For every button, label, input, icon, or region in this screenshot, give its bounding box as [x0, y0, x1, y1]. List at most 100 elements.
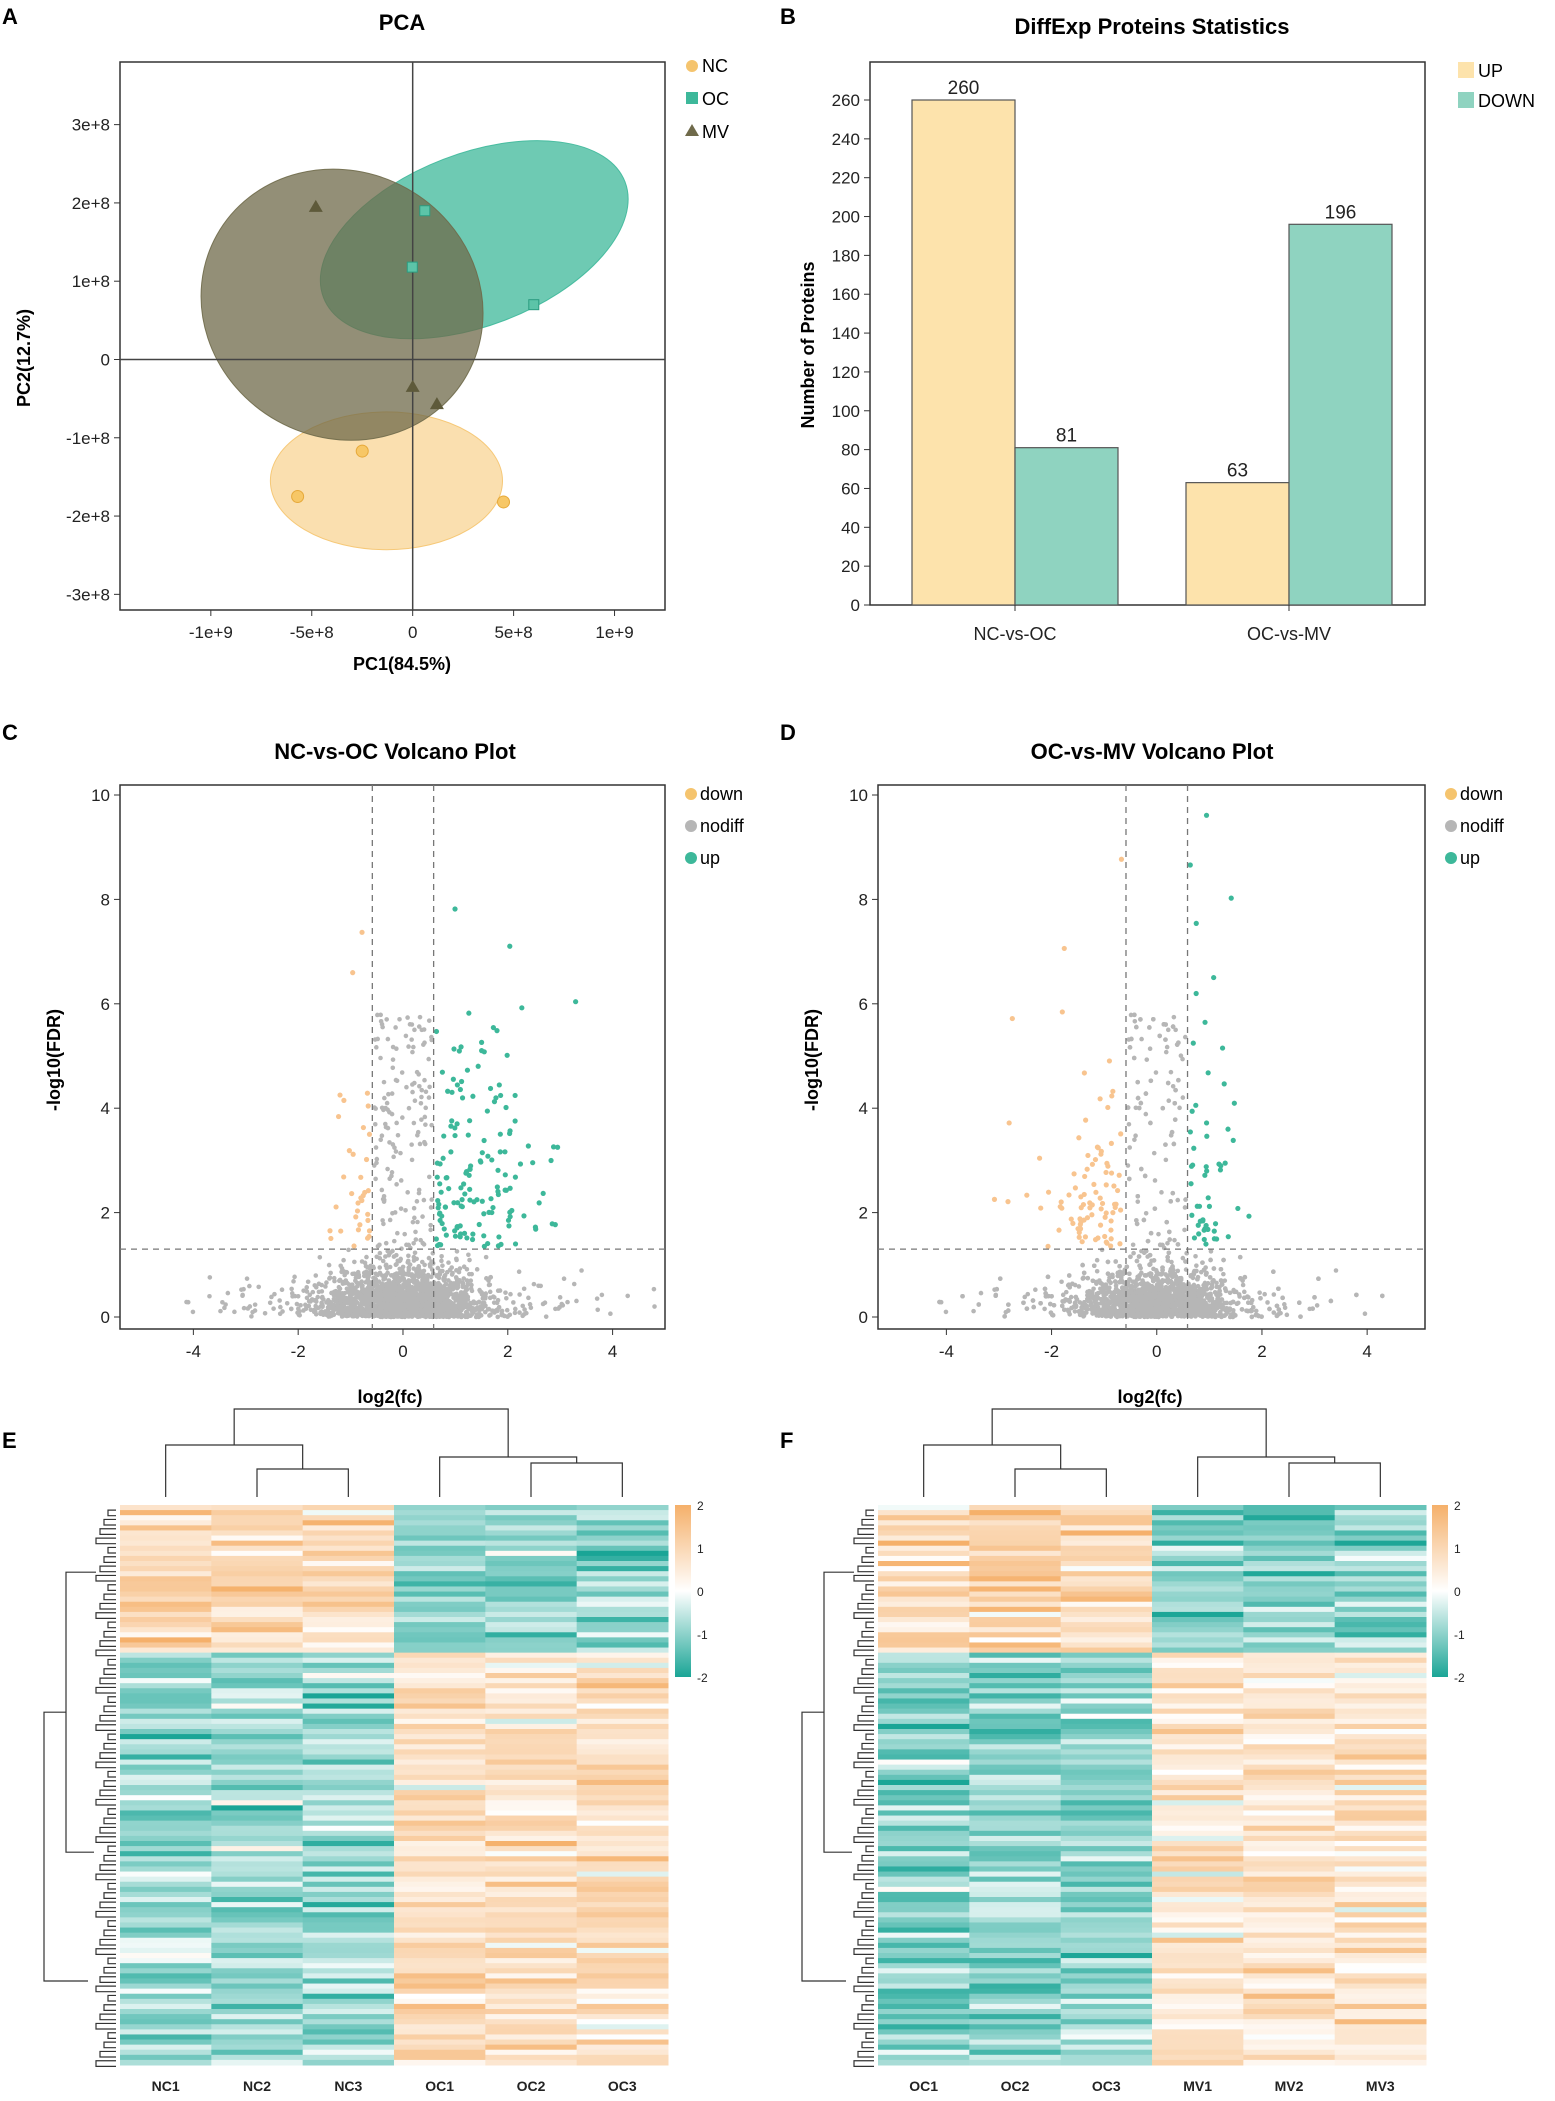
- nodiff-point: [1093, 1307, 1099, 1313]
- nodiff-point: [410, 1298, 416, 1304]
- nodiff-point: [458, 1290, 464, 1295]
- nodiff-point: [1133, 1105, 1139, 1111]
- nodiff-point: [1194, 1263, 1199, 1268]
- nodiff-point: [1081, 1313, 1087, 1318]
- nodiff-point: [410, 1278, 416, 1284]
- nodiff-point: [1165, 1080, 1171, 1086]
- nodiff-point: [354, 1300, 360, 1305]
- nodiff-point: [1136, 1254, 1142, 1259]
- nodiff-point: [395, 1230, 400, 1236]
- pca-point-nc: [497, 495, 511, 509]
- volcano1-xtick-label: 2: [503, 1342, 512, 1361]
- up-point: [491, 1098, 498, 1105]
- nodiff-point: [1166, 1250, 1172, 1256]
- nodiff-point: [410, 1089, 415, 1095]
- nodiff-point: [421, 1268, 427, 1274]
- nodiff-point: [441, 1274, 447, 1280]
- nodiff-point: [1033, 1287, 1038, 1293]
- nodiff-point: [420, 1259, 425, 1265]
- nodiff-point: [395, 1258, 401, 1264]
- nodiff-point: [343, 1278, 349, 1283]
- nodiff-point: [312, 1307, 317, 1313]
- nodiff-point: [382, 1095, 387, 1101]
- bar-value-label: 260: [948, 78, 980, 99]
- nodiff-point: [429, 1310, 434, 1316]
- nodiff-point: [423, 1105, 429, 1111]
- nodiff-point: [414, 1273, 420, 1278]
- nodiff-point: [341, 1257, 346, 1263]
- nodiff-point: [492, 1295, 497, 1300]
- nodiff-point: [1163, 1049, 1169, 1055]
- nodiff-point: [1091, 1263, 1097, 1269]
- nodiff-point: [1159, 1190, 1164, 1195]
- up-point: [498, 1092, 504, 1099]
- nodiff-point: [1170, 1190, 1176, 1196]
- nodiff-point: [522, 1307, 527, 1312]
- nodiff-point: [504, 1307, 510, 1313]
- nodiff-point: [296, 1312, 302, 1318]
- legend-up-marker: [1458, 62, 1474, 78]
- volcano1-xtick-label: -2: [291, 1342, 306, 1361]
- nodiff-point: [1127, 1309, 1133, 1315]
- up-point: [496, 1234, 502, 1240]
- nodiff-point: [1042, 1286, 1048, 1292]
- nodiff-point: [394, 1120, 399, 1126]
- up-point: [485, 1153, 491, 1159]
- nodiff-point: [328, 1270, 333, 1276]
- nodiff-point: [1172, 1100, 1178, 1106]
- down-point: [357, 1222, 363, 1228]
- nodiff-point: [976, 1302, 982, 1307]
- nodiff-point: [359, 1279, 364, 1284]
- nodiff-point: [331, 1292, 337, 1298]
- down-point: [328, 1235, 334, 1242]
- nodiff-point: [517, 1310, 522, 1315]
- nodiff-point: [310, 1289, 316, 1295]
- nodiff-point: [504, 1296, 509, 1301]
- nodiff-point: [1147, 1046, 1153, 1052]
- nodiff-point: [1145, 1238, 1151, 1244]
- bar-down-0: [1014, 447, 1119, 606]
- nodiff-point: [419, 1117, 424, 1122]
- nodiff-point: [1030, 1298, 1036, 1303]
- up-point: [533, 1226, 539, 1232]
- nodiff-point: [1072, 1309, 1078, 1314]
- up-point: [540, 1190, 546, 1197]
- nodiff-point: [1230, 1308, 1236, 1313]
- down-point: [346, 1148, 352, 1154]
- nodiff-point: [421, 1282, 427, 1288]
- nodiff-point: [387, 1306, 392, 1311]
- nodiff-point: [397, 1016, 402, 1022]
- pca-point-nc: [291, 489, 305, 503]
- nodiff-point: [422, 1077, 427, 1083]
- nodiff-point: [1205, 1293, 1210, 1298]
- nodiff-point: [395, 1297, 400, 1303]
- nodiff-point: [308, 1307, 314, 1313]
- nodiff-point: [383, 1254, 388, 1259]
- nodiff-point: [304, 1295, 310, 1301]
- nodiff-point: [1183, 1259, 1188, 1264]
- down-point: [366, 1233, 372, 1240]
- up-point: [445, 1088, 451, 1094]
- nodiff-point: [378, 1018, 384, 1024]
- nodiff-point: [1031, 1304, 1036, 1310]
- nodiff-point: [1234, 1301, 1240, 1307]
- volcano1-ytick-label: 10: [91, 786, 110, 805]
- bars-ytick-label: 160: [832, 285, 860, 304]
- nodiff-point: [305, 1279, 311, 1285]
- nodiff-point: [371, 1163, 377, 1168]
- nodiff-point: [1151, 1258, 1157, 1263]
- nodiff-point: [421, 1197, 427, 1203]
- nodiff-point: [1128, 1254, 1133, 1260]
- nodiff-point: [382, 1289, 388, 1294]
- nodiff-point: [1380, 1293, 1385, 1299]
- pca-xtick-label: -1e+9: [189, 623, 233, 642]
- nodiff-point: [1147, 1252, 1153, 1258]
- nodiff-point: [1128, 1012, 1134, 1018]
- up-point: [481, 1137, 487, 1144]
- nodiff-point: [1159, 1280, 1164, 1286]
- nodiff-point: [411, 1258, 417, 1263]
- up-point: [512, 1118, 518, 1124]
- nodiff-point: [1109, 1290, 1114, 1296]
- nodiff-point: [1080, 1262, 1085, 1268]
- nodiff-point: [323, 1284, 328, 1289]
